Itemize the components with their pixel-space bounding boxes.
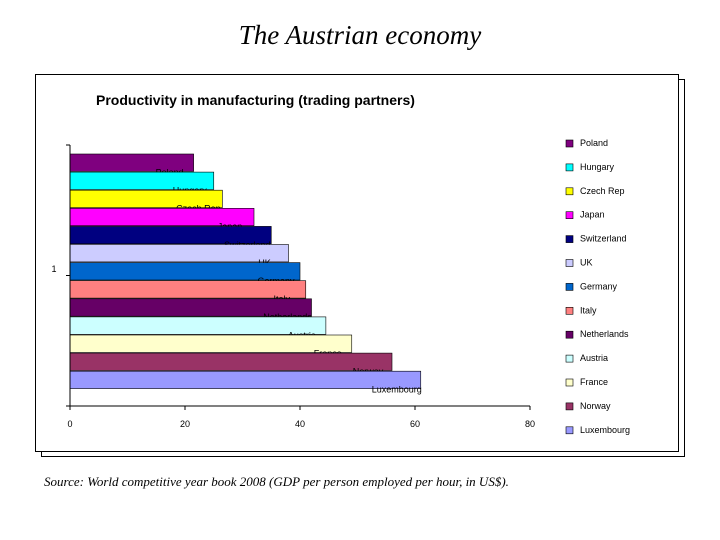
legend-label-czech-rep: Czech Rep xyxy=(580,186,625,196)
source-note: Source: World competitive year book 2008… xyxy=(44,474,509,489)
legend-label-uk: UK xyxy=(580,258,593,268)
legend-label-france: France xyxy=(580,377,608,387)
legend-label-switzerland: Switzerland xyxy=(580,234,627,244)
legend-swatch-luxembourg xyxy=(565,426,574,435)
bar-uk xyxy=(69,244,289,263)
x-tick-label-40: 40 xyxy=(295,419,305,429)
legend-label-hungary: Hungary xyxy=(580,162,615,172)
legend-label-germany: Germany xyxy=(580,281,618,291)
y-tick-label-1: 1 xyxy=(51,264,56,274)
x-tick-label-20: 20 xyxy=(180,419,190,429)
legend-swatch-netherlands xyxy=(565,330,574,339)
x-tick-label-0: 0 xyxy=(67,419,72,429)
legend-swatch-germany xyxy=(565,283,574,291)
slide-title: The Austrian economy xyxy=(238,20,482,50)
chart-title: Productivity in manufacturing (trading p… xyxy=(96,92,415,108)
bar-luxembourg xyxy=(69,370,422,389)
legend-swatch-japan xyxy=(565,211,574,219)
legend-label-poland: Poland xyxy=(580,138,608,148)
x-tick-label-60: 60 xyxy=(410,419,420,429)
legend-swatch-uk xyxy=(565,259,574,267)
legend-label-netherlands: Netherlands xyxy=(580,329,629,339)
legend-swatch-czech-rep xyxy=(565,187,574,196)
legend-swatch-switzerland xyxy=(565,235,574,243)
legend-label-norway: Norway xyxy=(580,401,611,411)
legend-swatch-poland xyxy=(565,139,574,148)
bar-norway xyxy=(69,352,393,371)
legend-swatch-france xyxy=(565,378,574,387)
bar-france xyxy=(69,334,353,353)
bar-italy xyxy=(69,280,307,299)
legend-label-austria: Austria xyxy=(580,353,608,363)
bar-label-luxembourg: Luxembourg xyxy=(372,385,422,395)
legend-label-japan: Japan xyxy=(580,210,605,220)
legend-label-italy: Italy xyxy=(580,305,597,315)
legend-swatch-hungary xyxy=(565,163,574,172)
legend-swatch-austria xyxy=(565,354,574,363)
legend-label-luxembourg: Luxembourg xyxy=(580,425,630,435)
legend-swatch-italy xyxy=(565,306,574,315)
x-tick-label-80: 80 xyxy=(525,419,535,429)
legend-swatch-norway xyxy=(565,402,574,411)
